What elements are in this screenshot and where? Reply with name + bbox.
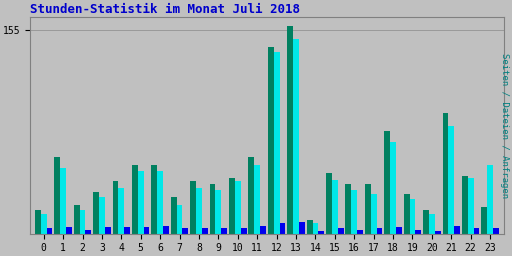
Bar (54, 157, 60, 233)
Bar (474, 228, 479, 233)
Bar (429, 214, 435, 233)
Bar (41, 214, 47, 233)
Y-axis label: Seiten / Dateien / Anfragen: Seiten / Dateien / Anfragen (500, 53, 509, 198)
Bar (66, 227, 72, 233)
Bar (132, 165, 138, 233)
Bar (74, 205, 79, 233)
Bar (293, 39, 299, 233)
Bar (318, 231, 324, 233)
Bar (182, 228, 188, 233)
Bar (280, 223, 285, 233)
Bar (177, 205, 182, 233)
Bar (435, 231, 441, 233)
Bar (326, 173, 332, 233)
Bar (365, 184, 371, 233)
Bar (60, 168, 66, 233)
Bar (254, 165, 260, 233)
Bar (157, 170, 163, 233)
Bar (138, 170, 144, 233)
Bar (299, 222, 305, 233)
Bar (449, 126, 454, 233)
Bar (99, 197, 105, 233)
Bar (396, 227, 402, 233)
Bar (124, 227, 130, 233)
Bar (376, 228, 382, 233)
Bar (385, 131, 390, 233)
Bar (351, 190, 357, 233)
Bar (390, 142, 396, 233)
Bar (415, 230, 421, 233)
Bar (216, 190, 221, 233)
Bar (404, 194, 410, 233)
Bar (268, 47, 274, 233)
Text: Stunden-Statistik im Monat Juli 2018: Stunden-Statistik im Monat Juli 2018 (30, 3, 300, 16)
Bar (287, 26, 293, 233)
Bar (79, 210, 86, 233)
Bar (371, 194, 376, 233)
Bar (93, 191, 99, 233)
Bar (423, 210, 429, 233)
Bar (481, 207, 487, 233)
Bar (196, 188, 202, 233)
Bar (468, 178, 474, 233)
Bar (190, 181, 196, 233)
Bar (241, 228, 246, 233)
Bar (338, 228, 344, 233)
Bar (346, 184, 351, 233)
Bar (221, 228, 227, 233)
Bar (235, 181, 241, 233)
Bar (410, 199, 415, 233)
Bar (163, 226, 169, 233)
Bar (357, 230, 363, 233)
Bar (113, 181, 118, 233)
Bar (332, 180, 338, 233)
Bar (209, 184, 216, 233)
Bar (442, 113, 449, 233)
Bar (229, 178, 235, 233)
Bar (144, 227, 150, 233)
Bar (260, 226, 266, 233)
Bar (118, 188, 124, 233)
Bar (312, 223, 318, 233)
Bar (307, 220, 312, 233)
Bar (86, 230, 91, 233)
Bar (35, 210, 41, 233)
Bar (202, 228, 208, 233)
Bar (493, 228, 499, 233)
Bar (248, 157, 254, 233)
Bar (274, 52, 280, 233)
Bar (152, 165, 157, 233)
Bar (487, 165, 493, 233)
Bar (462, 176, 468, 233)
Bar (105, 227, 111, 233)
Bar (171, 197, 177, 233)
Bar (47, 228, 52, 233)
Bar (454, 226, 460, 233)
